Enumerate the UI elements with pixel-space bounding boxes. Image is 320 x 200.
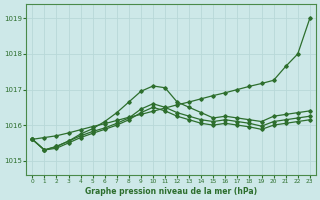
X-axis label: Graphe pression niveau de la mer (hPa): Graphe pression niveau de la mer (hPa)	[85, 187, 257, 196]
